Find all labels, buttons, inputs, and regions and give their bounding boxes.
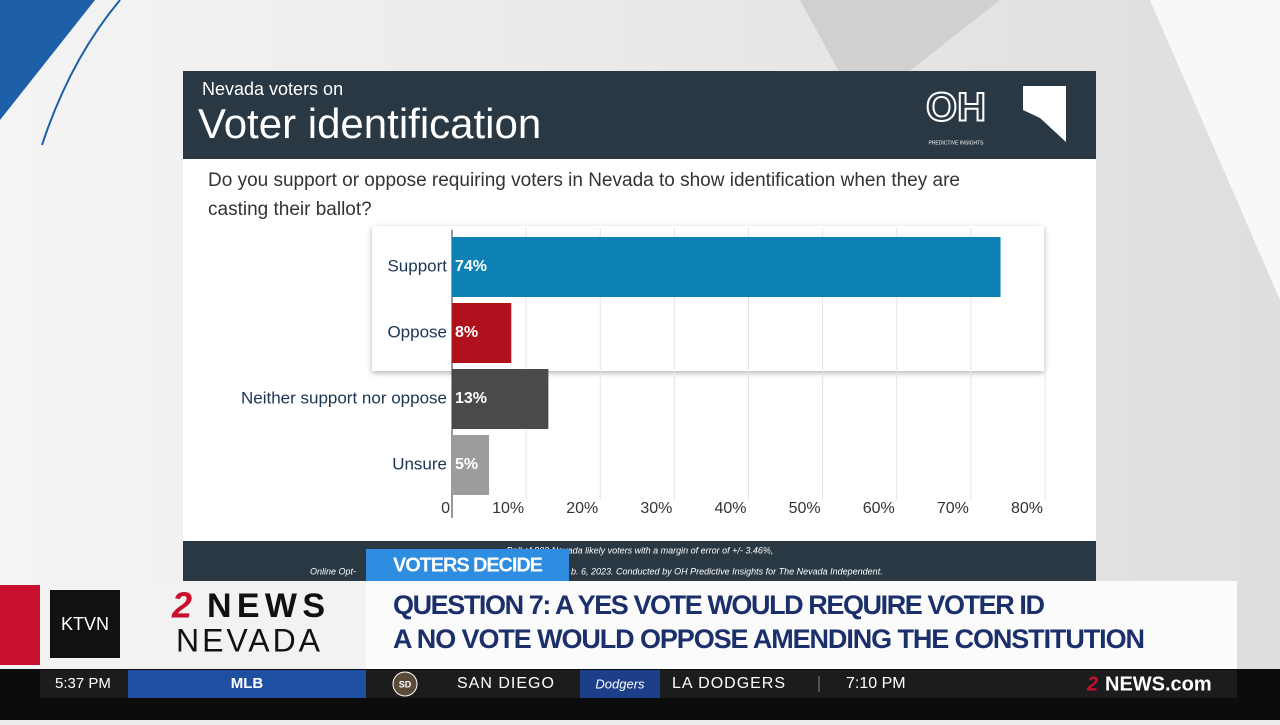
team-logo-text: SD [399,679,412,689]
x-tick-label: 20% [566,500,598,517]
banner-main [366,581,1237,669]
x-tick-label: 80% [1011,500,1043,517]
bar [452,369,549,429]
tag [366,549,569,581]
value-label: 74% [455,258,487,275]
tag-text: VOTERS DECIDE [393,554,543,576]
card-header [183,71,1096,159]
x-tick-label: 10% [492,500,524,517]
nevada-logo [1023,86,1066,142]
team-logo-text: Dodgers [595,676,645,691]
source: b. 6, 2023. Conducted by OH Predictive I… [571,566,883,576]
brand: NEWS [207,587,325,625]
value-label: 13% [455,390,487,407]
league: MLB [231,675,264,692]
station: KTVN [61,614,109,634]
kicker: Nevada voters on [202,79,343,99]
game-time: 7:10 PM [846,675,906,692]
logo: OH [926,86,986,130]
team: SAN DIEGO [457,675,555,692]
decor [0,585,40,665]
headline: QUESTION 7: A YES VOTE WOULD REQUIRE VOT… [393,590,1045,620]
title: Voter identification [198,100,541,147]
value-label: 8% [455,324,478,341]
site-num: 2 [1086,673,1098,695]
source-band [183,541,1096,581]
brand-num: 2 [171,585,192,626]
decor [1150,0,1280,300]
x-tick-label: 40% [714,500,746,517]
question: casting their ballot? [208,199,372,220]
team: LA DODGERS [672,675,786,692]
station-box [50,590,120,658]
ticker-time: 5:37 PM [55,675,111,692]
team-logo [392,671,418,697]
category-label: Support [387,256,447,275]
value-label: 5% [455,456,478,473]
category-label: Neither support nor oppose [241,388,447,407]
plot: 0 10% 20% 30% 40% 50% 60% 70% 80% Support 74% Oppos… [241,228,1046,518]
x-tick-label: 50% [789,500,821,517]
league-box [128,670,366,698]
x-tick-label: 0 [441,500,450,517]
headline: A NO VOTE WOULD OPPOSE AMENDING THE CONS… [393,624,1145,654]
x-tick-label: 70% [937,500,969,517]
bar [452,303,512,363]
x-tick-label: 60% [863,500,895,517]
bar [452,237,1001,297]
decor [41,0,121,146]
question: Do you support or oppose requiring voter… [208,170,960,191]
category-label: Oppose [387,322,447,341]
team-logo-box [580,670,660,698]
decor [0,0,95,120]
category-label: Unsure [392,454,447,473]
source: Poll of 802 Nevada likely voters with a … [507,545,774,555]
site: NEWS.com [1105,673,1212,695]
bar [452,435,490,495]
brand-sub: NEVADA [176,622,321,658]
x-tick-label: 30% [640,500,672,517]
logo-sub: PREDICTIVE INSIGHTS [928,140,984,146]
source: Online Opt- [310,566,356,576]
